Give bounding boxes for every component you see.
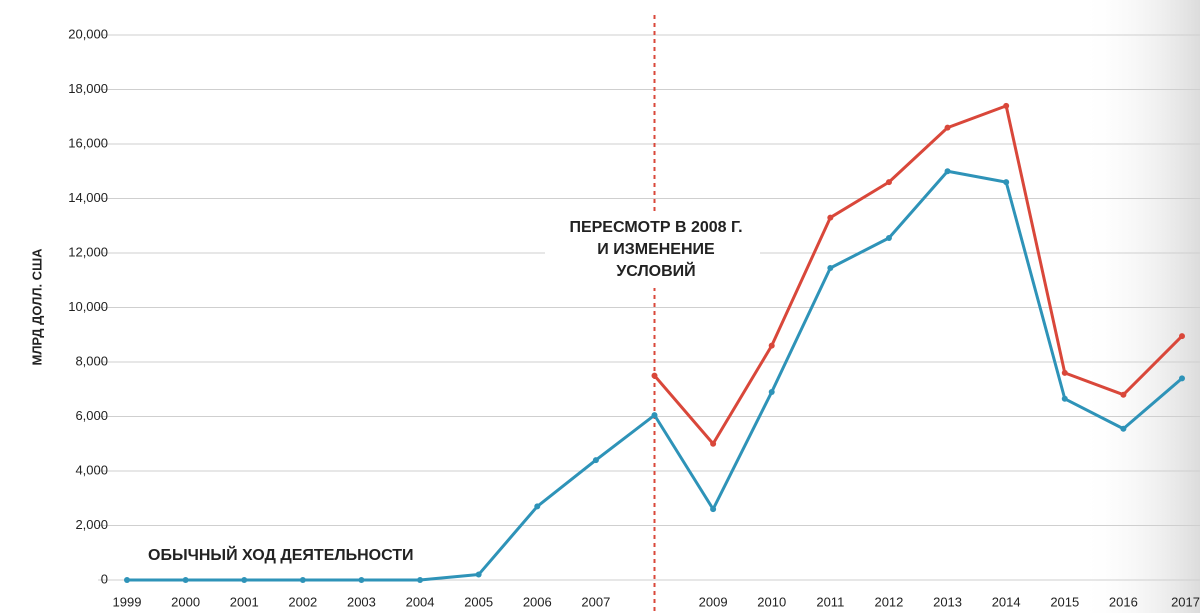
point xyxy=(358,577,365,583)
point xyxy=(299,577,306,583)
point xyxy=(534,503,541,510)
annotation: УСЛОВИЙ xyxy=(616,261,695,280)
x-tick-label: 2009 xyxy=(699,594,728,609)
x-tick-label: 1999 xyxy=(113,594,142,609)
y-tick-label: 12,000 xyxy=(68,244,108,259)
point xyxy=(944,124,951,131)
point xyxy=(768,342,775,349)
y-tick-label: 16,000 xyxy=(68,135,108,150)
y-tick-label: 4,000 xyxy=(75,462,108,477)
point xyxy=(651,412,658,419)
y-tick-label: 8,000 xyxy=(75,353,108,368)
annotation: И ИЗМЕНЕНИЕ xyxy=(597,241,715,258)
y-tick-label: 0 xyxy=(101,571,108,586)
x-tick-label: 2004 xyxy=(406,594,435,609)
point xyxy=(885,235,892,242)
x-tick-label: 2005 xyxy=(464,594,493,609)
y-tick-label: 2,000 xyxy=(75,517,108,532)
point xyxy=(710,506,717,513)
x-tick-label: 2011 xyxy=(816,594,844,609)
point xyxy=(768,388,775,395)
x-tick-label: 2002 xyxy=(288,594,317,609)
point xyxy=(827,264,834,271)
y-tick-label: 10,000 xyxy=(68,299,108,314)
y-tick-label: 20,000 xyxy=(68,26,108,41)
point xyxy=(475,571,482,578)
y-tick-label: 6,000 xyxy=(75,408,108,423)
x-tick-label: 2012 xyxy=(874,594,903,609)
x-tick-label: 2017 xyxy=(1171,594,1200,609)
point xyxy=(1003,102,1010,109)
point xyxy=(1003,179,1010,186)
y-tick-label: 14,000 xyxy=(68,190,108,205)
annotation: ПЕРЕСМОТР В 2008 Г. xyxy=(569,219,742,236)
x-tick-label: 2013 xyxy=(933,594,962,609)
x-tick-label: 2003 xyxy=(347,594,376,609)
point xyxy=(1061,395,1068,402)
x-tick-label: 2016 xyxy=(1109,594,1138,609)
point xyxy=(885,179,892,186)
point xyxy=(1120,391,1127,398)
point xyxy=(1061,369,1068,376)
series-label-bg xyxy=(140,540,460,570)
point xyxy=(124,577,130,583)
x-tick-label: 2000 xyxy=(171,594,200,609)
x-tick-label: 2001 xyxy=(230,594,259,609)
x-tick-label: 2010 xyxy=(757,594,786,609)
x-tick-label: 2007 xyxy=(581,594,610,609)
x-tick-label: 2006 xyxy=(523,594,552,609)
x-tick-label: 2014 xyxy=(992,594,1021,609)
point xyxy=(710,440,717,447)
point xyxy=(592,457,599,464)
point xyxy=(182,577,189,583)
point xyxy=(241,577,248,583)
point xyxy=(1179,333,1185,340)
y-axis-label: МЛРД ДОЛЛ. США xyxy=(29,248,44,366)
point xyxy=(827,214,834,221)
x-tick-label: 2015 xyxy=(1050,594,1079,609)
point xyxy=(1179,375,1185,382)
point xyxy=(651,372,658,379)
point xyxy=(417,577,424,583)
edge-fade xyxy=(1080,0,1200,613)
point xyxy=(1120,425,1127,432)
annotation-bg xyxy=(545,212,760,288)
series-line xyxy=(653,104,1184,446)
point xyxy=(944,168,951,175)
series-label: ОБЫЧНЫЙ ХОД ДЕЯТЕЛЬНОСТИ xyxy=(148,545,414,564)
y-tick-label: 18,000 xyxy=(68,81,108,96)
